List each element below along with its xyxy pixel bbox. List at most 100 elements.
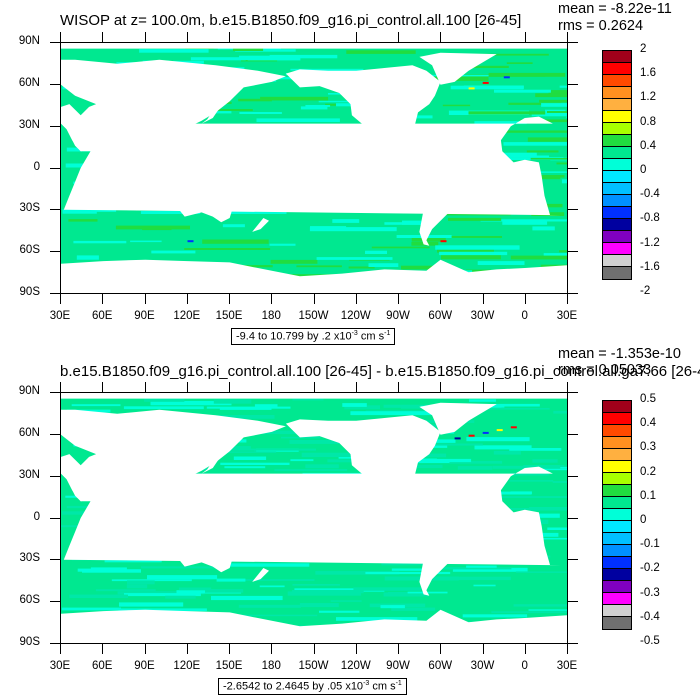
- field-stripe: [365, 571, 451, 575]
- x-tick-mark: [440, 644, 442, 654]
- field-stripe: [457, 466, 493, 470]
- field-stripe: [165, 595, 196, 599]
- field-stripe: [301, 452, 378, 457]
- field-stripe: [386, 420, 475, 423]
- field-stripe: [391, 568, 439, 571]
- y-tick-mark: [568, 42, 578, 43]
- x-tick-mark: [398, 32, 399, 42]
- field-stripe: [435, 245, 520, 250]
- y-tick-label: 30N: [18, 118, 40, 131]
- x-tick-mark: [524, 644, 526, 654]
- y-tick-mark: [568, 167, 578, 169]
- field-stripe: [494, 403, 540, 407]
- bottom-map-field: [61, 393, 567, 643]
- x-tick-label: 60W: [428, 660, 453, 672]
- field-stripe: [238, 614, 318, 617]
- x-tick-mark: [440, 382, 442, 392]
- x-tick-mark: [313, 382, 315, 392]
- colorbar-swatch: [603, 401, 631, 413]
- colorbar-swatch: [603, 509, 631, 521]
- bottom-map: [60, 392, 568, 644]
- colorbar-label: -0.1: [640, 538, 660, 551]
- field-stripe: [227, 448, 316, 451]
- x-tick-mark: [398, 294, 399, 304]
- field-stripe: [150, 400, 232, 406]
- x-tick-mark: [271, 294, 273, 304]
- x-tick-label: 180: [261, 310, 281, 322]
- field-stripe: [539, 99, 567, 103]
- field-stripe: [518, 171, 567, 173]
- y-tick-mark: [568, 251, 578, 253]
- field-anomaly: [468, 87, 475, 90]
- top-range-label: -9.4 to 10.799 by .2 x10-3 cm s-1: [231, 328, 396, 345]
- field-stripe: [115, 225, 190, 230]
- field-stripe: [222, 563, 310, 567]
- colorbar-swatch: [603, 461, 631, 473]
- field-stripe: [402, 220, 427, 225]
- colorbar-swatch: [603, 557, 631, 569]
- field-anomaly: [503, 76, 510, 79]
- y-tick-mark: [568, 517, 578, 519]
- field-stripe: [202, 239, 269, 244]
- field-stripe: [391, 607, 436, 611]
- colorbar-swatch: [603, 243, 631, 255]
- field-stripe: [269, 243, 296, 246]
- colorbar-swatch: [603, 87, 631, 99]
- field-stripe: [439, 251, 508, 256]
- field-stripe: [71, 404, 121, 407]
- x-tick-label: 30E: [49, 310, 71, 322]
- bottom-rms: rms = 0.05033: [558, 362, 652, 378]
- field-stripe: [233, 456, 267, 460]
- field-stripe: [466, 269, 491, 273]
- field-stripe: [309, 227, 397, 232]
- x-tick-label: 60E: [92, 310, 113, 322]
- land-mask: [80, 187, 90, 203]
- field-stripe: [265, 274, 343, 277]
- x-tick-mark: [355, 32, 357, 42]
- land-mask: [252, 568, 269, 582]
- bottom-range-label: -2.6542 to 2.4645 by .05 x10-3 cm s-1: [218, 678, 407, 695]
- field-stripe: [449, 460, 503, 464]
- y-tick-label: 0: [33, 160, 40, 173]
- field-stripe: [111, 579, 192, 582]
- x-tick-mark: [398, 644, 399, 654]
- field-stripe: [259, 585, 285, 588]
- field-stripe: [233, 47, 264, 51]
- x-tick-label: 30W: [470, 310, 495, 322]
- colorbar-label: 0.8: [640, 115, 656, 128]
- colorbar-swatch: [603, 449, 631, 461]
- land-mask: [285, 65, 441, 157]
- y-tick-label: 90S: [19, 286, 40, 298]
- field-stripe: [344, 405, 380, 410]
- x-tick-label: 0: [521, 310, 528, 322]
- field-stripe: [184, 248, 271, 250]
- x-tick-label: 90W: [386, 660, 410, 672]
- land-mask: [412, 151, 476, 246]
- field-stripe: [468, 111, 546, 115]
- colorbar-swatch: [603, 521, 631, 533]
- field-stripe: [287, 591, 362, 596]
- y-tick-label: 60S: [19, 594, 40, 607]
- field-stripe: [559, 250, 567, 253]
- field-anomaly: [187, 240, 194, 243]
- colorbar-swatch: [603, 255, 631, 267]
- field-stripe: [459, 53, 549, 56]
- field-stripe: [219, 407, 272, 410]
- x-tick-label: 60W: [428, 310, 453, 322]
- field-stripe: [235, 265, 273, 268]
- x-tick-mark: [102, 644, 104, 654]
- field-stripe: [532, 459, 558, 463]
- x-tick-label: 150W: [298, 660, 329, 672]
- colorbar-swatch: [603, 183, 631, 195]
- x-tick-label: 30E: [556, 660, 578, 672]
- land-mask: [61, 116, 562, 216]
- field-stripe: [305, 105, 331, 107]
- field-stripe: [547, 527, 567, 530]
- top-map: [60, 42, 568, 294]
- field-stripe: [124, 593, 201, 597]
- colorbar-label: 0: [640, 164, 647, 176]
- field-stripe: [437, 576, 511, 581]
- x-tick-mark: [229, 294, 230, 304]
- land-mask: [61, 393, 567, 399]
- field-stripe: [222, 224, 245, 228]
